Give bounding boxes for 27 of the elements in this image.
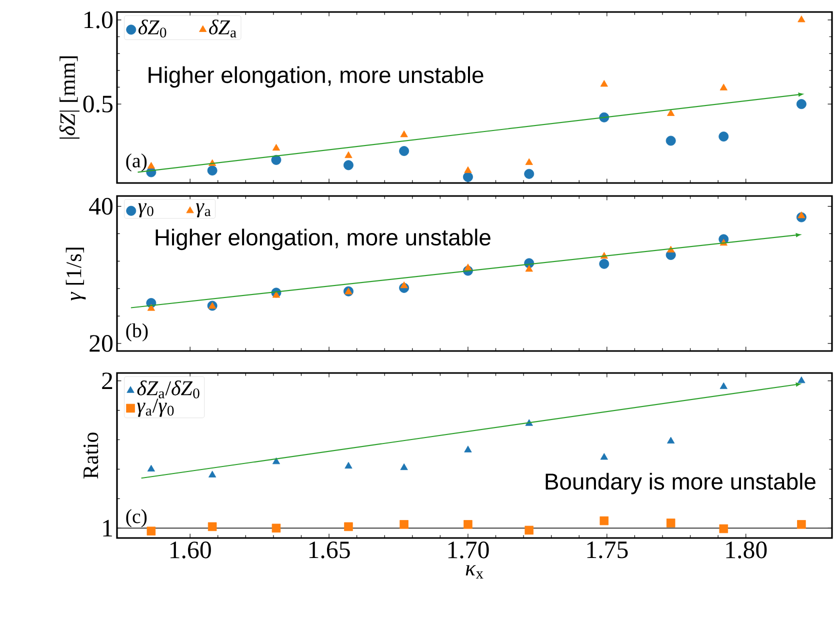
y-tick-label: 0.5 xyxy=(83,96,113,113)
x-axis-title: κ$_{x}$ xyxy=(466,565,484,578)
legend-label: δZ$_{a}$ xyxy=(209,20,236,38)
annotation: (c) xyxy=(126,509,147,528)
y-tick-label: 1 xyxy=(103,520,112,536)
x-tick-label: 1.70 xyxy=(448,542,489,558)
legend-label: γ$_{a}$/γ$_{0}$ xyxy=(137,398,174,417)
legend-label: γ$_{0}$ xyxy=(138,203,154,218)
annotation: (a) xyxy=(126,153,147,172)
annotation: Boundary is more unstable xyxy=(546,472,816,494)
annotation: (b) xyxy=(126,323,148,342)
y-tick-label: 2 xyxy=(102,372,112,390)
y-tick-label: 1.0 xyxy=(84,11,113,28)
y-axis-title: Ratio xyxy=(83,432,98,479)
x-tick-label: 1.60 xyxy=(170,542,211,558)
legend-label: δZ$_{0}$ xyxy=(138,20,166,38)
x-tick-label: 1.65 xyxy=(309,542,350,558)
legend-label: γ$_{a}$ xyxy=(196,203,211,218)
legend-label: δZ$_{a}$/δZ$_{0}$ xyxy=(137,380,200,398)
y-tick-label: 40 xyxy=(89,198,113,215)
annotation: Higher elongation, more unstable xyxy=(148,66,484,88)
x-tick-label: 1.75 xyxy=(587,542,628,558)
y-axis-title: |δZ| [mm] xyxy=(59,56,80,139)
y-axis-title: γ [1/s] xyxy=(66,248,86,300)
annotation: Higher elongation, more unstable xyxy=(156,228,490,250)
x-tick-label: 1.80 xyxy=(726,542,767,558)
y-tick-label: 20 xyxy=(90,335,113,352)
